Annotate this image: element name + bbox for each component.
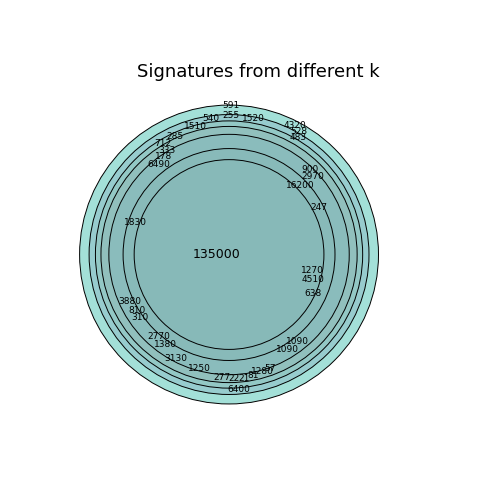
Text: 540: 540	[202, 114, 219, 123]
Circle shape	[80, 105, 379, 404]
Text: 178: 178	[155, 152, 172, 161]
Text: 1510: 1510	[184, 122, 207, 131]
Text: 3880: 3880	[118, 297, 141, 305]
Text: 16200: 16200	[286, 181, 314, 190]
Text: 81: 81	[247, 370, 259, 380]
Circle shape	[134, 160, 324, 349]
Text: 900: 900	[301, 165, 319, 173]
Text: 6490: 6490	[147, 160, 170, 169]
Text: 6400: 6400	[227, 385, 250, 394]
Text: 638: 638	[304, 289, 322, 298]
Text: 255: 255	[222, 110, 239, 119]
Text: 1270: 1270	[301, 266, 324, 275]
Text: 22: 22	[228, 374, 240, 383]
Text: 3130: 3130	[165, 354, 187, 362]
Circle shape	[123, 149, 335, 360]
Text: 135000: 135000	[193, 248, 240, 261]
Text: 1830: 1830	[124, 218, 147, 227]
Circle shape	[101, 127, 357, 383]
Text: 21: 21	[238, 374, 250, 383]
Text: 712: 712	[154, 139, 171, 148]
Circle shape	[109, 135, 349, 374]
Text: 57: 57	[265, 364, 276, 373]
Text: 285: 285	[166, 132, 183, 141]
Title: Signatures from different k: Signatures from different k	[137, 64, 380, 81]
Circle shape	[95, 121, 363, 388]
Text: 2770: 2770	[147, 332, 170, 341]
Text: 310: 310	[131, 313, 148, 322]
Circle shape	[89, 114, 369, 395]
Text: 4320: 4320	[283, 120, 306, 130]
Text: 591: 591	[222, 101, 239, 110]
Text: 528: 528	[290, 127, 307, 136]
Text: 333: 333	[158, 146, 175, 155]
Text: 810: 810	[128, 306, 145, 315]
Text: 1090: 1090	[276, 345, 299, 354]
Text: 1250: 1250	[188, 363, 211, 372]
Text: 247: 247	[310, 204, 327, 212]
Text: 277: 277	[213, 373, 230, 382]
Text: 483: 483	[289, 134, 306, 142]
Text: 1520: 1520	[242, 114, 265, 123]
Text: 1280: 1280	[251, 367, 274, 376]
Text: 4510: 4510	[301, 275, 324, 284]
Text: 1380: 1380	[154, 341, 176, 349]
Text: 2970: 2970	[301, 172, 324, 181]
Text: 1090: 1090	[286, 337, 309, 346]
